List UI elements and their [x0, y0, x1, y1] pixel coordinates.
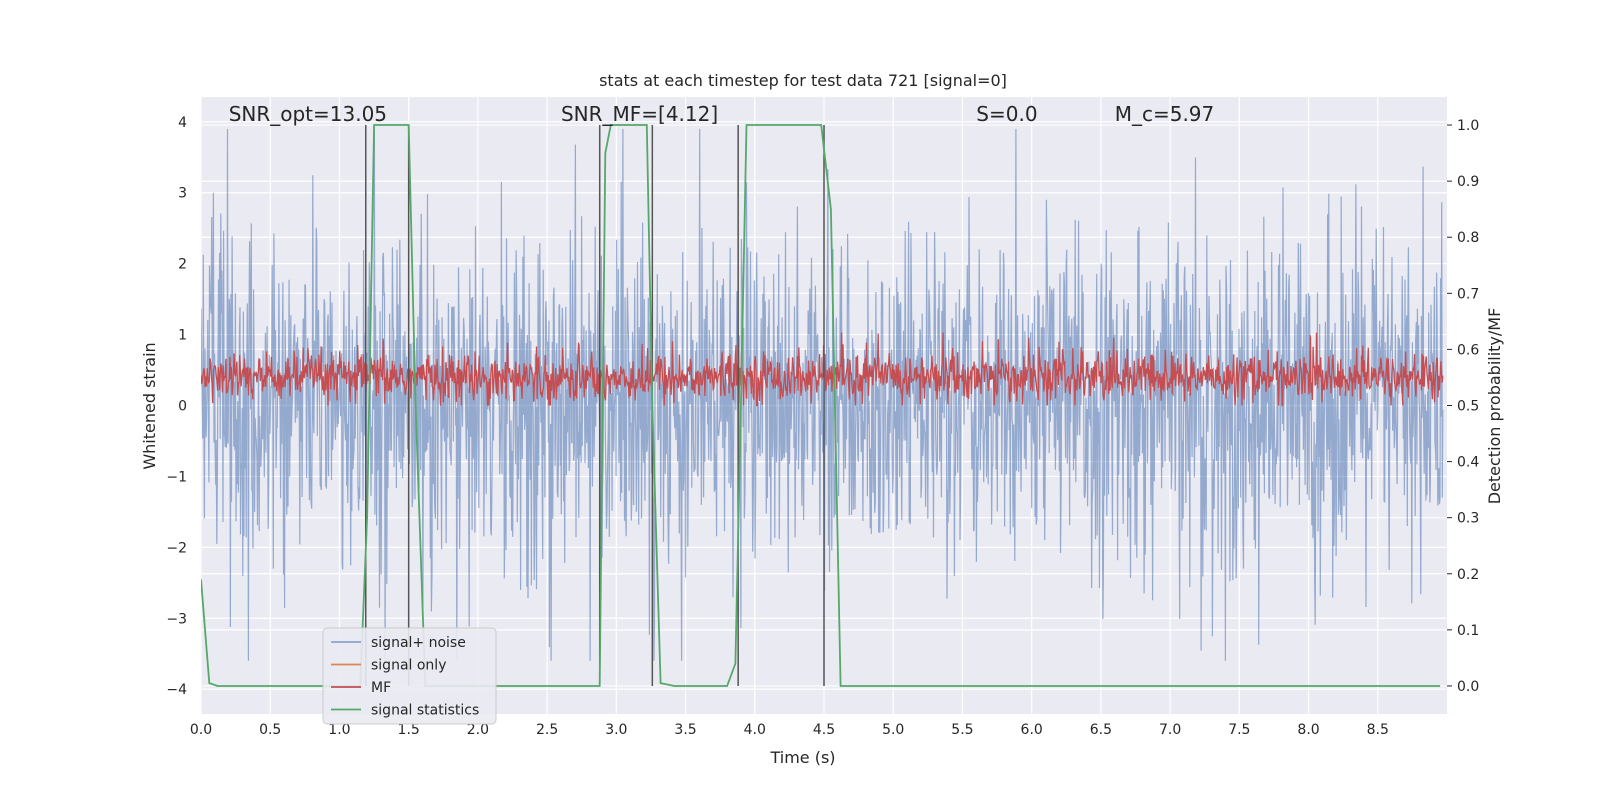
y-right-tick-label: 0.4	[1457, 455, 1479, 471]
y-left-tick-label: −4	[166, 682, 187, 698]
legend: signal+ noise signal only MF signal statist…	[322, 627, 497, 725]
x-tick-label: 8.0	[1297, 722, 1319, 738]
x-axis-label: Time (s)	[769, 748, 835, 767]
x-tick-label: 8.5	[1367, 722, 1389, 738]
y-left-tick-label: 4	[178, 115, 187, 131]
x-tick-label: 0.5	[259, 722, 281, 738]
y-left-tick-label: 3	[178, 186, 187, 202]
y-right-tick-label: 0.2	[1457, 567, 1479, 583]
y-right-tick-label: 0.1	[1457, 623, 1479, 639]
y-left-tick-label: 1	[178, 328, 187, 344]
y-right-tick-label: 0.3	[1457, 511, 1479, 527]
y-left-tick-label: 2	[178, 257, 187, 273]
plot-content	[201, 124, 1444, 687]
x-tick-label: 1.0	[328, 722, 350, 738]
chart-title: stats at each timestep for test data 721…	[599, 71, 1007, 90]
annotation-snr-mf: SNR_MF=[4.12]	[561, 102, 718, 126]
y-right-tick-label: 0.5	[1457, 399, 1479, 415]
x-tick-label: 4.0	[744, 722, 766, 738]
x-tick-label: 4.5	[813, 722, 835, 738]
legend-label: signal statistics	[371, 703, 479, 719]
y-left-tick-label: −1	[166, 469, 187, 485]
y-right-tick-label: 0.8	[1457, 230, 1479, 246]
annotations: SNR_opt=13.05 SNR_MF=[4.12] S=0.0 M_c=5.97	[229, 102, 1215, 126]
y-right-tick-label: 0.6	[1457, 342, 1479, 358]
y-right-tick-label: 0.7	[1457, 286, 1479, 302]
x-tick-label: 0.0	[190, 722, 212, 738]
x-tick-label: 6.0	[1021, 722, 1043, 738]
y-axis-left-label: Whitened strain	[140, 342, 159, 469]
x-tick-label: 5.0	[882, 722, 904, 738]
x-tick-label: 7.5	[1228, 722, 1250, 738]
y-axis-left-ticks: −4 −3 −2 −1 0 1 2 3 4	[166, 115, 187, 698]
y-axis-right-label: Detection probability/MF	[1485, 308, 1504, 505]
x-axis-ticks: 0.0 0.5 1.0 1.5 2.0 2.5 3.0 3.5 4.0 4.5 5.0 5.5 6.0 6…	[190, 722, 1389, 738]
annotation-s-val: S=0.0	[976, 102, 1037, 126]
y-left-tick-label: −3	[166, 611, 187, 627]
y-left-tick-label: 0	[178, 399, 187, 415]
annotation-mc-val: M_c=5.97	[1115, 102, 1215, 126]
x-tick-label: 1.5	[398, 722, 420, 738]
annotation-snr-opt: SNR_opt=13.05	[229, 102, 387, 126]
y-right-tick-label: 1.0	[1457, 118, 1479, 134]
x-tick-label: 7.0	[1159, 722, 1181, 738]
x-tick-label: 5.5	[951, 722, 973, 738]
x-tick-label: 6.5	[1090, 722, 1112, 738]
legend-box	[322, 627, 497, 725]
x-tick-label: 3.0	[605, 722, 627, 738]
x-tick-label: 3.5	[674, 722, 696, 738]
y-left-tick-label: −2	[166, 540, 187, 556]
series-signal-statistics	[201, 124, 1441, 687]
y-axis-right-ticks: 0.0 0.1 0.2 0.3 0.4 0.5 0.6 0.7 0.8 0.9 1.0	[1447, 118, 1479, 695]
legend-label: signal only	[371, 658, 446, 674]
y-right-tick-label: 0.9	[1457, 174, 1479, 190]
legend-label: signal+ noise	[371, 635, 466, 651]
x-tick-label: 2.5	[536, 722, 558, 738]
y-right-tick-label: 0.0	[1457, 679, 1479, 695]
signal-statistics-series	[201, 124, 1441, 687]
x-tick-label: 2.0	[467, 722, 489, 738]
legend-label: MF	[371, 680, 391, 696]
